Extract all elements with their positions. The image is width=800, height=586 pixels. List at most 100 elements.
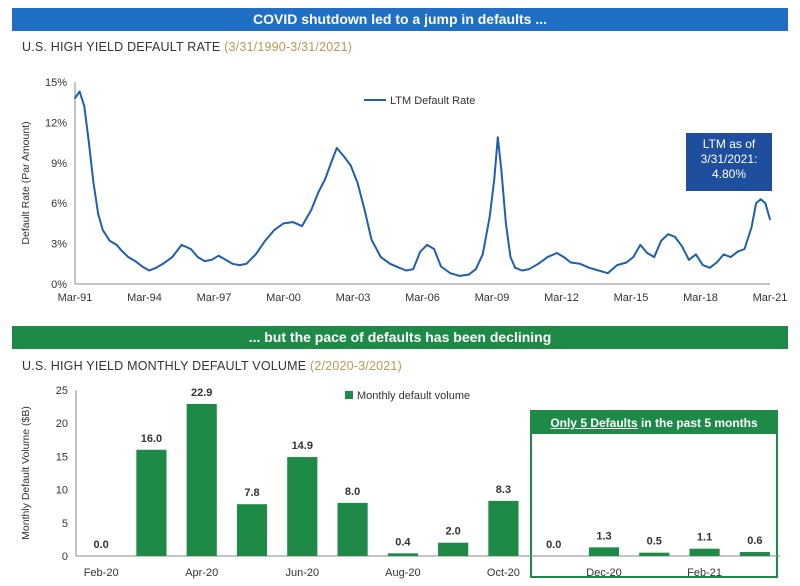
bar-x-tick-label: Feb-21	[687, 567, 722, 579]
line-y-tick-label: 3%	[51, 239, 67, 251]
ltm-default-rate-point	[509, 256, 512, 258]
bar-y-tick-label: 0	[62, 551, 68, 563]
ltm-default-rate-point	[335, 147, 338, 149]
bar-value-label: 0.0	[93, 539, 108, 551]
ltm-default-rate-point	[701, 264, 704, 267]
ltm-callout: LTM as of 3/31/2021: 4.80%	[686, 133, 772, 191]
default-volume-bar	[588, 547, 620, 556]
ltm-default-rate-point	[356, 182, 359, 184]
ltm-default-rate-point	[481, 253, 484, 256]
bar-value-label: 22.9	[191, 387, 212, 399]
bar-y-tick-label: 15	[56, 451, 68, 463]
ltm-default-rate-point	[389, 262, 391, 265]
ltm-default-rate-point	[653, 256, 656, 258]
ltm-default-rate-point	[537, 262, 540, 265]
ltm-default-rate-point	[180, 244, 183, 246]
ltm-default-rate-point	[189, 248, 192, 250]
box-title-underlined: Only 5 Defaults	[550, 416, 638, 430]
default-volume-bar	[337, 502, 368, 556]
bar-value-label: 14.9	[292, 440, 313, 452]
line-x-tick-label: Mar-91	[58, 292, 93, 304]
bottom-banner: ... but the pace of defaults has been de…	[12, 326, 788, 349]
ltm-default-rate-point	[115, 244, 118, 246]
ltm-default-rate-point	[412, 268, 415, 271]
ltm-default-rate-point	[264, 240, 266, 242]
line-y-tick-label: 6%	[51, 198, 67, 210]
ltm-default-rate-point	[301, 225, 303, 227]
ltm-default-rate-point	[349, 164, 352, 167]
bar-value-label: 7.8	[244, 487, 259, 499]
line-y-tick-label: 12%	[45, 117, 67, 129]
ltm-default-rate-point	[317, 191, 320, 194]
default-volume-bar	[387, 553, 418, 556]
ltm-default-rate-point	[238, 264, 241, 267]
line-y-axis-label: Default Rate (Par Amount)	[20, 121, 32, 244]
ltm-default-rate-point	[688, 258, 690, 261]
bar-value-label: 1.3	[596, 530, 611, 542]
ltm-default-rate-point	[729, 256, 732, 258]
ltm-default-rate-point	[433, 248, 435, 250]
ltm-default-rate-point	[449, 272, 452, 275]
ltm-default-rate-point	[769, 218, 771, 221]
ltm-default-rate-point	[660, 240, 663, 242]
bar-y-tick-label: 10	[56, 485, 68, 497]
ltm-default-rate-point	[331, 159, 334, 162]
ltm-default-rate-point	[398, 266, 401, 269]
ltm-default-rate-point	[681, 245, 683, 248]
ltm-default-rate-point	[546, 256, 549, 258]
line-y-tick-label: 9%	[51, 158, 67, 170]
line-x-tick-label: Mar-94	[127, 292, 162, 304]
ltm-default-rate-point	[108, 240, 111, 242]
ltm-default-rate-point	[750, 226, 753, 229]
ltm-default-rate-point	[74, 97, 76, 100]
ltm-default-rate-point	[597, 269, 600, 272]
ltm-default-rate-point	[458, 275, 461, 277]
ltm-default-rate-point	[625, 261, 628, 264]
default-volume-bar	[689, 548, 720, 556]
line-x-tick-label: Mar-03	[336, 292, 371, 304]
line-x-tick-label: Mar-15	[614, 292, 649, 304]
bar-x-tick-label: Feb-20	[84, 567, 119, 579]
callout-line-1: LTM as of	[702, 137, 756, 151]
ltm-default-rate-point	[715, 261, 718, 264]
ltm-default-rate-point	[379, 256, 382, 258]
ltm-default-rate-point	[324, 178, 327, 180]
ltm-default-rate-point	[632, 256, 635, 258]
bar-x-tick-label: Aug-20	[385, 567, 420, 579]
line-legend-label: LTM Default Rate	[390, 95, 475, 107]
default-volume-bar	[438, 542, 469, 556]
bar-value-label: 0.4	[395, 536, 411, 548]
ltm-default-rate-point	[88, 141, 90, 144]
ltm-default-rate-point	[606, 272, 609, 275]
line-x-tick-label: Mar-97	[197, 292, 232, 304]
bar-value-label: 8.3	[496, 484, 511, 496]
default-volume-bar	[186, 403, 217, 556]
ltm-default-rate-point	[722, 253, 725, 256]
callout-line-3: 4.80%	[711, 167, 747, 181]
ltm-default-rate-point	[759, 198, 762, 201]
ltm-default-rate-point	[127, 256, 130, 258]
default-volume-bar	[236, 504, 268, 556]
line-y-tick-label: 15%	[45, 77, 67, 89]
box-title-rest: in the past 5 months	[637, 416, 758, 430]
ltm-default-rate-point	[708, 266, 711, 269]
line-chart-title: U.S. HIGH YIELD DEFAULT RATE (3/31/1990-…	[22, 40, 352, 54]
bar-legend-swatch	[345, 391, 353, 399]
ltm-default-rate-point	[282, 222, 285, 225]
ltm-default-rate-point	[245, 262, 248, 265]
ltm-default-rate-point	[203, 260, 206, 263]
bar-x-tick-label: Apr-20	[185, 567, 218, 579]
bar-value-label: 0.5	[647, 536, 662, 548]
line-chart-title-text: U.S. HIGH YIELD DEFAULT RATE	[22, 40, 221, 54]
bar-value-label: 16.0	[141, 433, 162, 445]
bar-x-tick-label: Oct-20	[487, 567, 520, 579]
callout-line-2: 3/31/2021:	[700, 152, 758, 166]
line-y-tick-label: 0%	[51, 279, 67, 291]
ltm-default-rate-point	[616, 264, 618, 267]
top-banner: COVID shutdown led to a jump in defaults…	[12, 8, 788, 31]
ltm-default-rate-point	[342, 155, 345, 157]
ltm-default-rate-point	[562, 256, 565, 258]
ltm-default-rate-point	[496, 136, 499, 139]
bar-value-label: 0.6	[747, 535, 762, 547]
